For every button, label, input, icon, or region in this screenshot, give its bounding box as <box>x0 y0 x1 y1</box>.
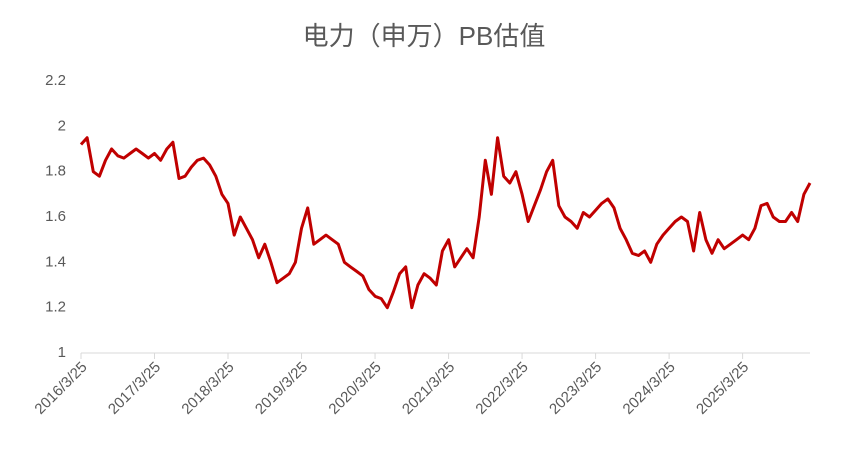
x-tick-label: 2023/3/25 <box>546 359 605 418</box>
x-tick-label: 2016/3/25 <box>31 359 90 418</box>
y-tick-label: 1.6 <box>45 208 66 225</box>
y-tick-label: 2 <box>58 117 66 134</box>
x-tick-label: 2019/3/25 <box>252 359 311 418</box>
x-tick-label: 2020/3/25 <box>325 359 384 418</box>
x-tick-label: 2018/3/25 <box>178 359 237 418</box>
y-tick-label: 1.8 <box>45 163 66 180</box>
x-tick-label: 2024/3/25 <box>620 359 679 418</box>
x-tick-label: 2022/3/25 <box>473 359 532 418</box>
y-tick-label: 1.2 <box>45 299 66 316</box>
x-tick-label: 2025/3/25 <box>693 359 752 418</box>
chart-title: 电力（申万）PB估值 <box>303 21 546 51</box>
y-tick-label: 1 <box>58 344 66 361</box>
y-tick-label: 1.4 <box>45 253 66 270</box>
y-tick-label: 2.2 <box>45 72 66 89</box>
x-tick-label: 2021/3/25 <box>399 359 458 418</box>
x-tick-label: 2017/3/25 <box>105 359 164 418</box>
line-series <box>79 136 812 310</box>
